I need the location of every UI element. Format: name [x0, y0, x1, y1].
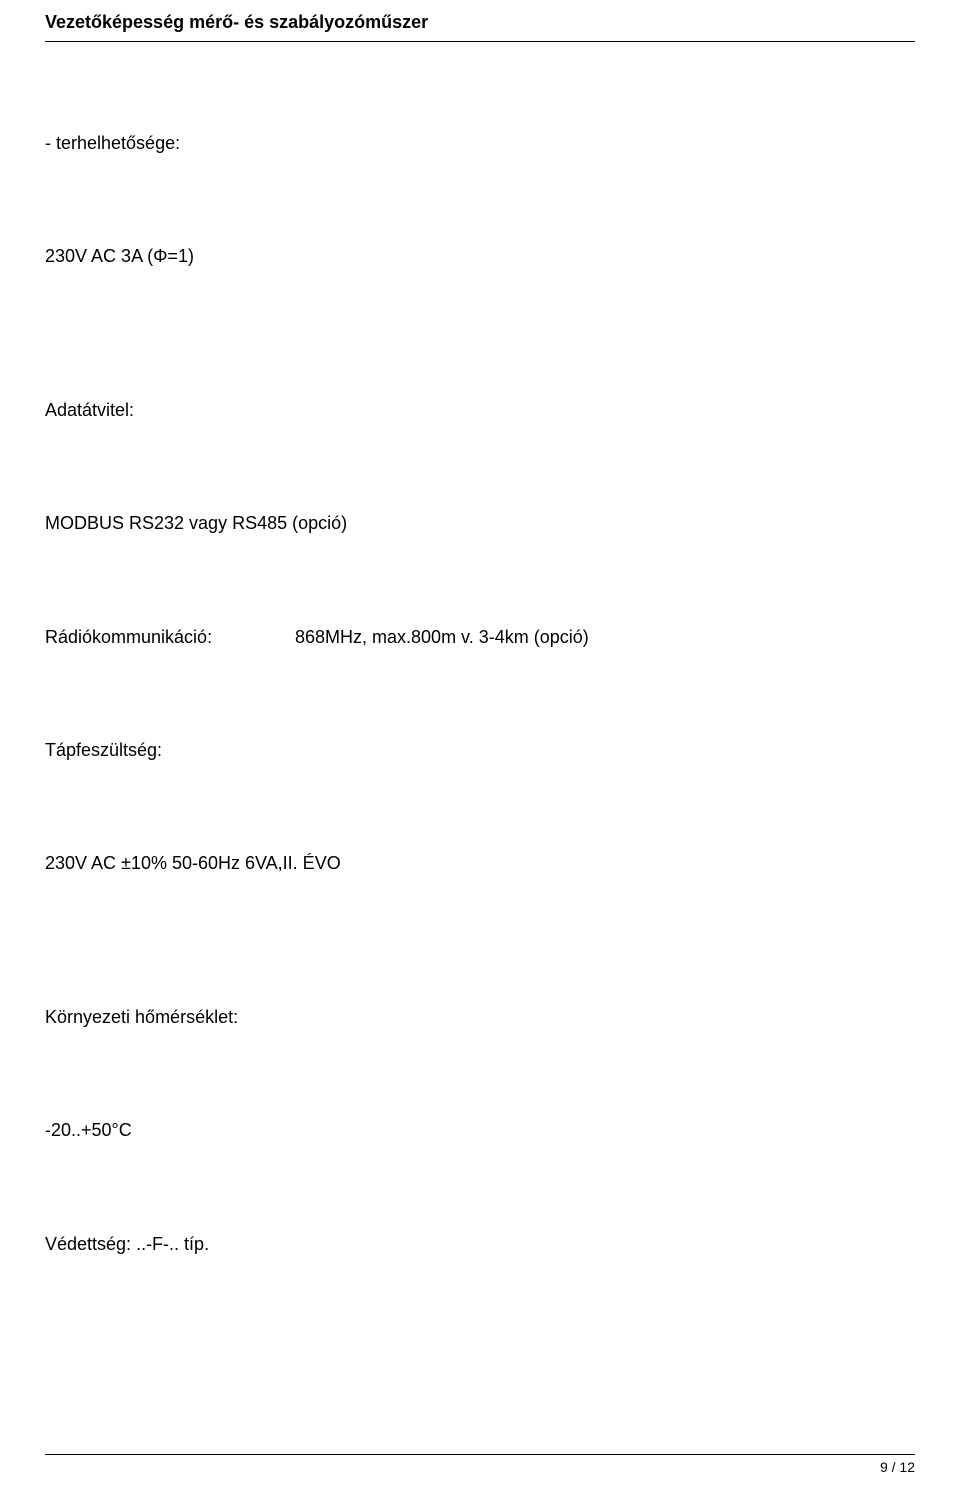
spec-row-vedettseg: Védettség: ..-F-.. típ.: [45, 1233, 915, 1256]
value-tapfeszultseg: 230V AC ±10% 50-60Hz 6VA,II. ÉVO: [45, 853, 341, 873]
label-tapfeszultseg: Tápfeszültség:: [45, 740, 162, 760]
value-radiokommunikacio: 868MHz, max.800m v. 3-4km (opció): [295, 626, 915, 649]
spec-row-kornyezeti-label: Környezeti hőmérséklet:: [45, 1006, 915, 1029]
page-header-title: Vezetőképesség mérő- és szabályozóműszer: [45, 12, 915, 33]
label-adatatvitel: Adatátvitel:: [45, 400, 134, 420]
spec-row-terhelhetoseg-label: - terhelhetősége:: [45, 132, 915, 155]
spec-row-tapfeszultseg-value: 230V AC ±10% 50-60Hz 6VA,II. ÉVO: [45, 852, 915, 875]
footer-divider: [45, 1454, 915, 1455]
spec-row-tapfeszultseg-label: Tápfeszültség:: [45, 739, 915, 762]
label-value-vedettseg: Védettség: ..-F-.. típ.: [45, 1234, 209, 1254]
label-radiokommunikacio: Rádiókommunikáció:: [45, 626, 295, 649]
spec-row-adatatvitel-label: Adatátvitel:: [45, 399, 915, 422]
spec-row-kornyezeti-value: -20..+50°C: [45, 1119, 915, 1142]
document-content: - terhelhetősége: 230V AC 3A (Φ=1) Adatá…: [45, 132, 915, 1256]
spec-row-terhelhetoseg-value: 230V AC 3A (Φ=1): [45, 245, 915, 268]
label-kornyezeti: Környezeti hőmérséklet:: [45, 1007, 238, 1027]
value-terhelhetoseg: 230V AC 3A (Φ=1): [45, 246, 194, 266]
spec-row-radiokommunikacio: Rádiókommunikáció: 868MHz, max.800m v. 3…: [45, 626, 915, 649]
value-adatatvitel: MODBUS RS232 vagy RS485 (opció): [45, 513, 347, 533]
page-number: 9 / 12: [880, 1459, 915, 1475]
label-terhelhetoseg: - terhelhetősége:: [45, 133, 180, 153]
spec-row-adatatvitel-value: MODBUS RS232 vagy RS485 (opció): [45, 512, 915, 535]
header-divider: [45, 41, 915, 42]
value-kornyezeti: -20..+50°C: [45, 1120, 132, 1140]
